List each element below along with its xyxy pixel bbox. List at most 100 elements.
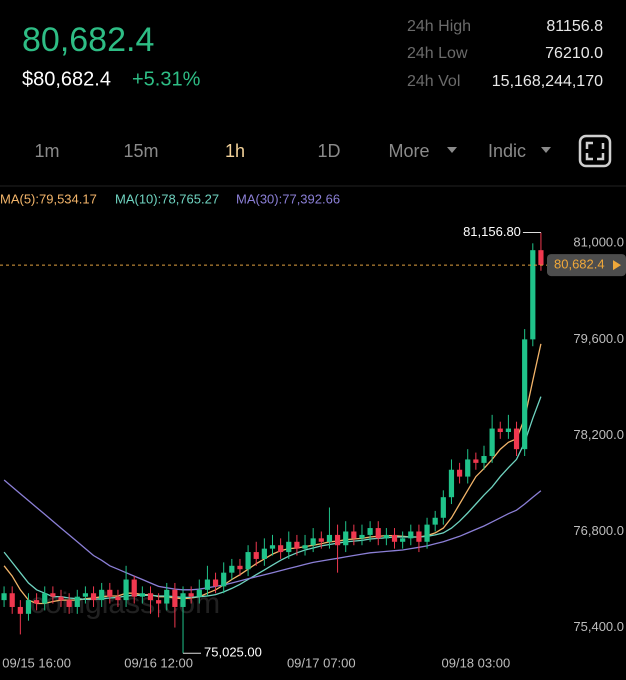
candle-body: [261, 548, 267, 559]
candle-body: [123, 579, 129, 601]
candle-body: [448, 469, 455, 498]
candle-body: [408, 531, 414, 539]
stat-value: 76210.0: [545, 45, 603, 62]
candle-body: [440, 497, 446, 518]
usd-price: $80,682.4: [22, 68, 111, 90]
candle-body: [196, 589, 202, 597]
candle-body: [58, 596, 64, 601]
candle-body: [115, 596, 121, 601]
candle-body: [90, 593, 97, 601]
candle-body: [164, 589, 170, 604]
candle-body: [180, 593, 186, 607]
max-label: 81,156.80: [463, 224, 521, 239]
candle-body: [9, 593, 15, 607]
stat-label: 24h High: [407, 18, 471, 35]
tab[interactable]: Indic: [488, 141, 526, 161]
candle-body: [25, 600, 32, 614]
y-tick-label: 81,000.0: [573, 235, 624, 250]
dropdown-arrow: [447, 147, 457, 153]
candle-body: [465, 459, 471, 477]
ma-line: [3, 479, 542, 591]
candle-body: [278, 545, 284, 553]
candle-body: [188, 593, 194, 597]
candle-body: [172, 589, 178, 607]
candle-body: [269, 545, 276, 549]
candle-body: [245, 552, 251, 570]
candle-body: [513, 428, 520, 450]
candle-body: [326, 534, 333, 542]
candle-body: [432, 517, 438, 525]
candle-body: [302, 545, 308, 549]
candle-body: [538, 250, 544, 266]
candle-body: [66, 600, 72, 607]
candle-body: [351, 531, 357, 539]
candle-body: [424, 524, 430, 542]
candle-body: [375, 528, 381, 539]
candle-body: [359, 534, 365, 539]
x-tick-label: 09/16 12:00: [124, 655, 193, 670]
price: 80,682.4: [22, 21, 154, 59]
x-tick-label: 09/18 03:00: [442, 655, 511, 670]
change: +5.31%: [132, 68, 201, 90]
current-price-arrow: [613, 260, 621, 271]
legend-entry: MA(5):79,534.17: [0, 191, 97, 206]
stat-value: 81156.8: [546, 18, 603, 35]
candle-body: [82, 593, 89, 597]
candle-body: [221, 572, 227, 587]
tab[interactable]: 1m: [34, 141, 59, 161]
candle-body: [1, 593, 7, 601]
candle-body: [50, 593, 56, 597]
legend-entry: MA(10):78,765.27: [115, 191, 219, 206]
candle-body: [237, 565, 243, 570]
candle-body: [473, 459, 479, 463]
candle-body: [310, 538, 316, 546]
candle-body: [204, 579, 211, 590]
current-price-tag: [547, 254, 626, 277]
stat-label: 24h Vol: [407, 73, 460, 90]
stat-label: 24h Low: [407, 45, 468, 62]
candle-body: [139, 593, 145, 597]
candle-body: [391, 534, 398, 542]
candle-body: [212, 579, 219, 587]
candle-body: [286, 541, 292, 553]
candle-body: [17, 606, 23, 614]
candle-body: [34, 600, 40, 604]
candle-body: [497, 428, 503, 432]
tab-active[interactable]: 1h: [225, 141, 245, 161]
candle-body: [156, 600, 162, 604]
candle-body: [99, 589, 105, 601]
candle-body: [42, 593, 48, 604]
stat-value: 15,168,244,170: [492, 73, 603, 90]
candle-body: [505, 428, 511, 432]
tab[interactable]: 15m: [123, 141, 158, 161]
candle-body: [343, 531, 349, 546]
candle-body: [318, 538, 324, 542]
candle-body: [481, 456, 487, 463]
candle-body: [147, 593, 154, 601]
legend-entry: MA(30):77,392.66: [236, 191, 340, 206]
candle-body: [530, 250, 536, 340]
dropdown-arrow: [541, 147, 551, 153]
y-tick-label: 76,800.0: [573, 523, 624, 538]
candle-body: [229, 565, 235, 573]
candle-body: [383, 534, 389, 539]
candle-body: [416, 531, 422, 542]
candle-body: [74, 596, 80, 607]
candle-body: [334, 534, 341, 546]
min-label: 75,025.00: [204, 645, 262, 660]
candle-body: [456, 469, 463, 477]
fullscreen-button[interactable]: [578, 134, 612, 168]
candle-body: [131, 579, 137, 597]
candle-body: [107, 589, 113, 597]
candle-body: [489, 428, 495, 457]
y-tick-label: 78,200.0: [573, 427, 624, 442]
candle-body: [400, 538, 406, 542]
x-tick-label: 09/17 07:00: [287, 655, 356, 670]
tab[interactable]: More: [388, 141, 429, 161]
tab[interactable]: 1D: [317, 141, 340, 161]
x-tick-label: 09/15 16:00: [2, 655, 71, 670]
current-price-label: 80,682.4: [554, 257, 605, 272]
candle-body: [367, 528, 373, 535]
